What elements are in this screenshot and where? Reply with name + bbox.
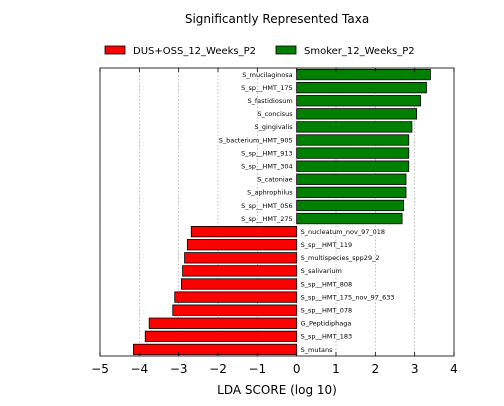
bar-label: S_multispecies_spp29_2 (301, 254, 380, 262)
bar-s-salivarium (182, 265, 298, 277)
bar-label: S_sp__HMT_119 (301, 241, 353, 249)
bar-label: S_sp__HMT_056 (241, 202, 293, 210)
bar-s-sp-hmt-119 (186, 239, 298, 251)
bar-s-sp-hmt-304 (296, 160, 410, 172)
bar-s-sp-hmt-078 (172, 304, 298, 316)
bar-label: S_mutans (301, 346, 333, 354)
bar-s-sp-hmt-056 (296, 199, 405, 212)
bar-label: S_sp__HMT_275 (241, 215, 293, 223)
bar-label: S_sp__HMT_304 (241, 162, 293, 170)
bar-s-sp-hmt-913 (296, 147, 410, 159)
bar-labels: S_mucilaginosa S_sp__HMT_175 S_fastidiosum… (219, 71, 395, 354)
bar-label: S_nucleatum_nov_97_018 (301, 228, 385, 236)
bar-label: S_fastidiosum (248, 97, 293, 105)
legend-swatch-smoker (275, 45, 297, 55)
bar-s-sp-hmt-175 (296, 82, 427, 94)
bar-label: S_sp__HMT_808 (301, 280, 353, 288)
x-tick-label: −2 (209, 362, 227, 376)
chart-title: Significantly Represented Taxa (185, 12, 369, 26)
bar-label: S_salivarium (301, 267, 342, 275)
bar-label: S_concisus (257, 110, 293, 118)
bar-label: S_aphrophilus (247, 189, 293, 197)
bar-s-sp-hmt-275 (296, 212, 403, 225)
x-tick-label: −1 (248, 362, 266, 376)
bar-s-gingivalis (296, 121, 413, 133)
legend-label-dus-oss: DUS+OSS_12_Weeks_P2 (133, 46, 256, 57)
bar-label: S_bacterium_HMT_905 (219, 136, 293, 144)
legend-label-smoker: Smoker_12_Weeks_P2 (304, 46, 415, 57)
bar-label: S_sp__HMT_175 (241, 84, 293, 92)
x-axis-label: LDA SCORE (log 10) (217, 383, 337, 397)
bar-s-nucleatum-nov-97-018 (190, 225, 298, 238)
x-tick-label: 1 (332, 362, 340, 376)
x-tick-label: −4 (130, 362, 148, 376)
plot-frame (99, 67, 455, 357)
bar-s-sp-hmt-183 (144, 330, 298, 342)
bar-label: S_sp__HMT_183 (301, 333, 353, 341)
x-tick-label: −5 (91, 362, 109, 376)
legend-swatch-dus-oss (104, 45, 126, 55)
bar-label: G_Peptidiphaga (301, 320, 352, 328)
x-tick-label: 4 (450, 362, 458, 376)
legend: DUS+OSS_12_Weeks_P2 Smoker_12_Weeks_P2 (104, 45, 415, 57)
bar-s-multispecies-spp29-2 (184, 252, 298, 264)
bar-s-concisus (296, 108, 418, 120)
x-tick-label: 2 (372, 362, 380, 376)
bar-s-mutans (133, 343, 298, 356)
x-tick-label: 0 (293, 362, 301, 376)
bar-label: S_catoniae (257, 176, 292, 184)
bar-s-sp-hmt-175-nov-97-633 (174, 291, 298, 303)
bar-s-aphrophilus (296, 186, 407, 199)
bars (133, 68, 431, 356)
bar-s-sp-hmt-808 (181, 278, 298, 290)
bar-s-fastidiosum (296, 95, 421, 107)
x-tick-label: 3 (411, 362, 419, 376)
bar-label: S_mucilaginosa (242, 71, 292, 79)
x-tick-label: −3 (170, 362, 188, 376)
bar-label: S_gingivalis (254, 123, 293, 131)
bar-s-mucilaginosa (296, 68, 431, 81)
x-axis-ticks: −5 −4 −3 −2 −1 0 1 2 3 4 (91, 68, 458, 376)
bar-s-bacterium-hmt-905 (296, 134, 410, 146)
bar-label: S_sp__HMT_913 (241, 149, 293, 157)
bar-label: S_sp__HMT_175_nov_97_633 (301, 293, 395, 301)
bar-label: S_sp__HMT_078 (301, 306, 353, 314)
bar-s-catoniae (296, 173, 407, 185)
bar-g-peptidiphaga (148, 317, 298, 329)
